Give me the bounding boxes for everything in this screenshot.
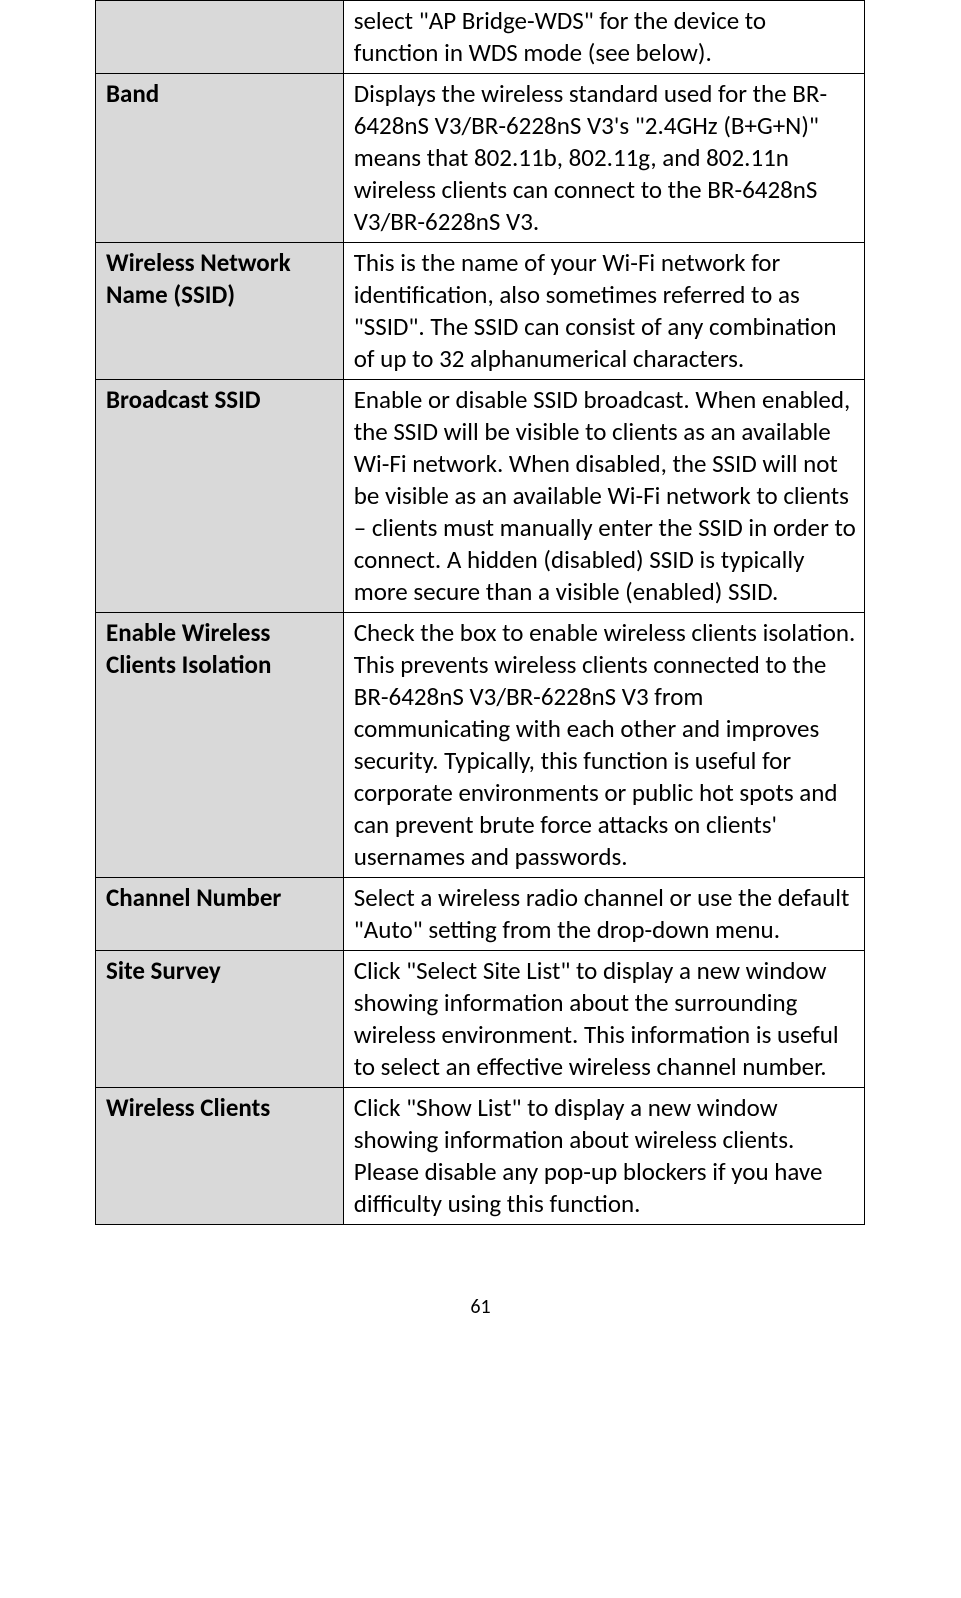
setting-description: Select a wireless radio channel or use t…: [343, 878, 864, 951]
table-row: Broadcast SSID Enable or disable SSID br…: [96, 380, 865, 613]
setting-description: Enable or disable SSID broadcast. When e…: [343, 380, 864, 613]
table-row: Wireless Network Name (SSID) This is the…: [96, 243, 865, 380]
setting-label: Band: [96, 74, 344, 243]
table-row: select "AP Bridge-WDS" for the device to…: [96, 1, 865, 74]
table-row: Channel Number Select a wireless radio c…: [96, 878, 865, 951]
setting-label: Wireless Network Name (SSID): [96, 243, 344, 380]
setting-label: Site Survey: [96, 951, 344, 1088]
setting-label: Broadcast SSID: [96, 380, 344, 613]
table-row: Site Survey Click "Select Site List" to …: [96, 951, 865, 1088]
table-row: Wireless Clients Click "Show List" to di…: [96, 1088, 865, 1225]
table-body: select "AP Bridge-WDS" for the device to…: [96, 1, 865, 1225]
setting-description: Click "Show List" to display a new windo…: [343, 1088, 864, 1225]
setting-description: Click "Select Site List" to display a ne…: [343, 951, 864, 1088]
setting-description: Check the box to enable wireless clients…: [343, 613, 864, 878]
setting-description: This is the name of your Wi-Fi network f…: [343, 243, 864, 380]
page-number: 61: [0, 1295, 961, 1359]
setting-description: select "AP Bridge-WDS" for the device to…: [343, 1, 864, 74]
table-row: Enable Wireless Clients Isolation Check …: [96, 613, 865, 878]
settings-table: select "AP Bridge-WDS" for the device to…: [95, 0, 865, 1225]
setting-label: Wireless Clients: [96, 1088, 344, 1225]
table-row: Band Displays the wireless standard used…: [96, 74, 865, 243]
setting-description: Displays the wireless standard used for …: [343, 74, 864, 243]
setting-label: Enable Wireless Clients Isolation: [96, 613, 344, 878]
setting-label: [96, 1, 344, 74]
setting-label: Channel Number: [96, 878, 344, 951]
